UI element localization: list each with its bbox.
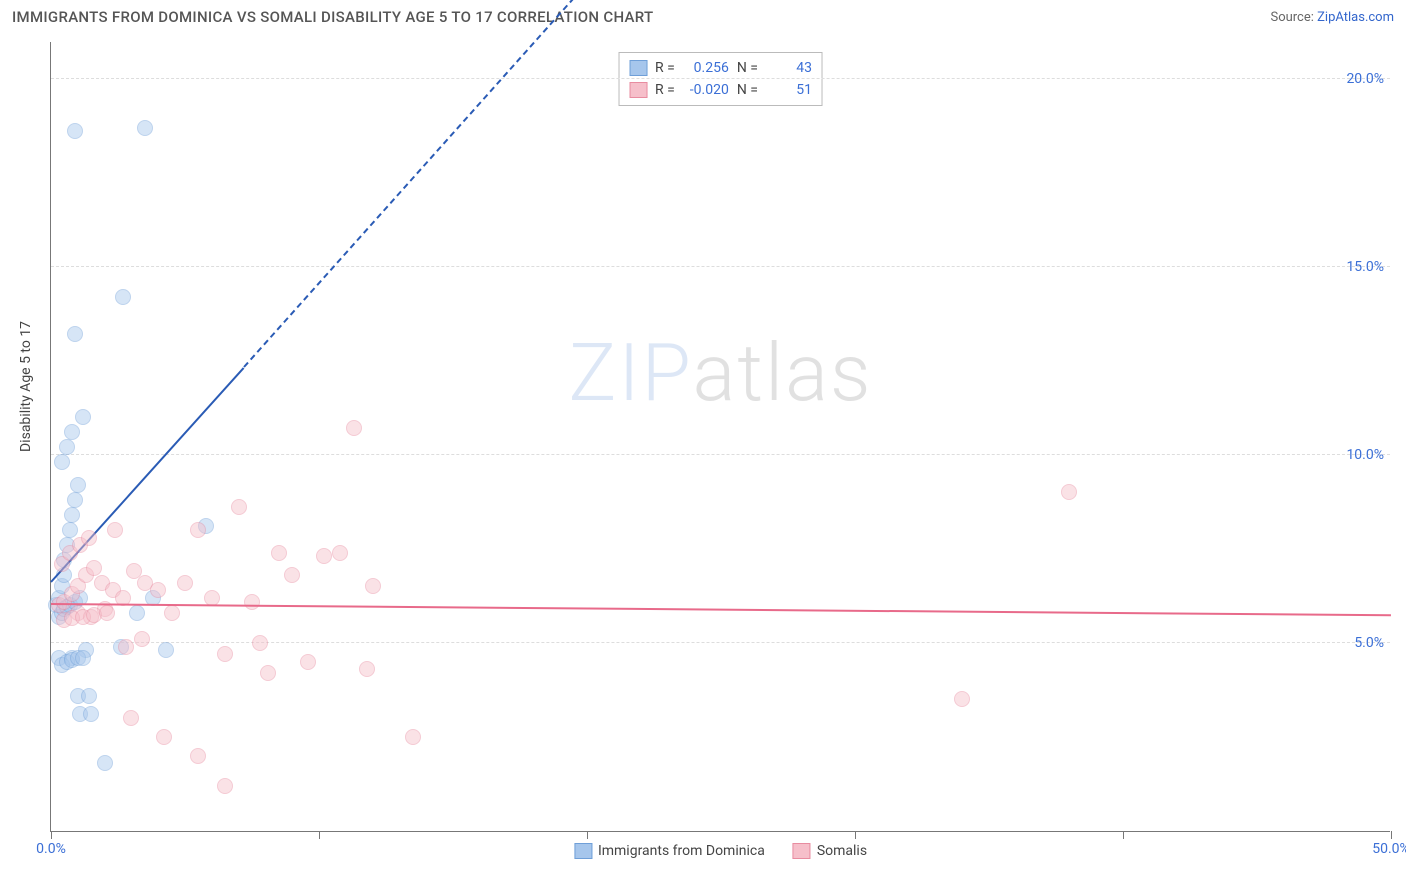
scatter-point [81, 530, 97, 546]
scatter-point [1061, 484, 1077, 500]
scatter-point [64, 424, 80, 440]
scatter-point [81, 688, 97, 704]
scatter-point [177, 575, 193, 591]
scatter-point [346, 420, 362, 436]
scatter-point [75, 650, 91, 666]
correlation-stats-box: R = 0.256 N = 43 R = -0.020 N = 51 [618, 52, 823, 106]
scatter-point [62, 522, 78, 538]
scatter-point [260, 665, 276, 681]
scatter-point [190, 522, 206, 538]
scatter-point [54, 454, 70, 470]
scatter-point [158, 642, 174, 658]
x-tick [1123, 831, 1124, 839]
watermark-atlas: atlas [693, 326, 873, 420]
r-value-0: 0.256 [683, 57, 729, 79]
x-tick-label: 0.0% [36, 841, 66, 857]
y-tick-label: 15.0% [1346, 259, 1384, 275]
chart-container: Disability Age 5 to 17 ZIPatlas R = 0.25… [0, 32, 1406, 882]
r-label-1: R = [655, 79, 675, 101]
scatter-point [123, 710, 139, 726]
legend: Immigrants from Dominica Somalis [574, 843, 867, 859]
x-tick [1391, 831, 1392, 839]
scatter-point [217, 778, 233, 794]
legend-item-somalis: Somalis [793, 843, 867, 859]
scatter-point [67, 326, 83, 342]
scatter-point [164, 605, 180, 621]
y-tick-label: 5.0% [1354, 635, 1384, 651]
stats-row-somalis: R = -0.020 N = 51 [629, 79, 812, 101]
x-tick-label: 50.0% [1372, 841, 1406, 857]
r-value-1: -0.020 [683, 79, 729, 101]
scatter-point [284, 567, 300, 583]
scatter-point [244, 594, 260, 610]
chart-header: IMMIGRANTS FROM DOMINICA VS SOMALI DISAB… [0, 0, 1406, 32]
legend-label-1: Somalis [817, 843, 867, 859]
source-attribution: Source: ZipAtlas.com [1270, 10, 1394, 25]
scatter-point [70, 477, 86, 493]
scatter-point [137, 120, 153, 136]
n-label-1: N = [737, 79, 758, 101]
scatter-point [316, 548, 332, 564]
scatter-point [67, 492, 83, 508]
scatter-point [75, 409, 91, 425]
scatter-point [97, 755, 113, 771]
y-axis-title: Disability Age 5 to 17 [18, 321, 34, 452]
scatter-point [365, 578, 381, 594]
watermark: ZIPatlas [568, 326, 872, 420]
n-value-0: 43 [766, 57, 812, 79]
x-tick [51, 831, 52, 839]
n-label-0: N = [737, 57, 758, 79]
y-tick-label: 20.0% [1346, 71, 1384, 87]
source-link[interactable]: ZipAtlas.com [1317, 10, 1394, 25]
gridline-h [51, 454, 1390, 455]
scatter-point [134, 631, 150, 647]
watermark-zip: ZIP [568, 326, 692, 420]
swatch-dominica [629, 60, 647, 76]
x-tick [855, 831, 856, 839]
source-prefix: Source: [1270, 10, 1317, 25]
scatter-point [64, 507, 80, 523]
plot-area: ZIPatlas R = 0.256 N = 43 R = -0.020 N =… [50, 42, 1390, 832]
legend-swatch-dominica [574, 843, 592, 859]
n-value-1: 51 [766, 79, 812, 101]
scatter-point [107, 522, 123, 538]
scatter-point [86, 560, 102, 576]
scatter-point [118, 639, 134, 655]
legend-swatch-somalis [793, 843, 811, 859]
scatter-point [83, 706, 99, 722]
scatter-point [115, 289, 131, 305]
stats-row-dominica: R = 0.256 N = 43 [629, 57, 812, 79]
scatter-point [156, 729, 172, 745]
scatter-point [271, 545, 287, 561]
scatter-point [67, 123, 83, 139]
scatter-point [231, 499, 247, 515]
scatter-point [217, 646, 233, 662]
scatter-point [359, 661, 375, 677]
scatter-point [252, 635, 268, 651]
x-tick [587, 831, 588, 839]
legend-item-dominica: Immigrants from Dominica [574, 843, 765, 859]
scatter-point [99, 605, 115, 621]
scatter-point [954, 691, 970, 707]
scatter-point [332, 545, 348, 561]
regression-line-dash [243, 0, 588, 368]
r-label-0: R = [655, 57, 675, 79]
scatter-point [300, 654, 316, 670]
scatter-point [150, 582, 166, 598]
scatter-point [59, 439, 75, 455]
scatter-point [190, 748, 206, 764]
legend-label-0: Immigrants from Dominica [598, 843, 765, 859]
gridline-h [51, 266, 1390, 267]
gridline-h [51, 78, 1390, 79]
x-tick [319, 831, 320, 839]
y-tick-label: 10.0% [1346, 447, 1384, 463]
scatter-point [405, 729, 421, 745]
scatter-point [129, 605, 145, 621]
regression-line [51, 603, 1391, 616]
swatch-somalis [629, 82, 647, 98]
